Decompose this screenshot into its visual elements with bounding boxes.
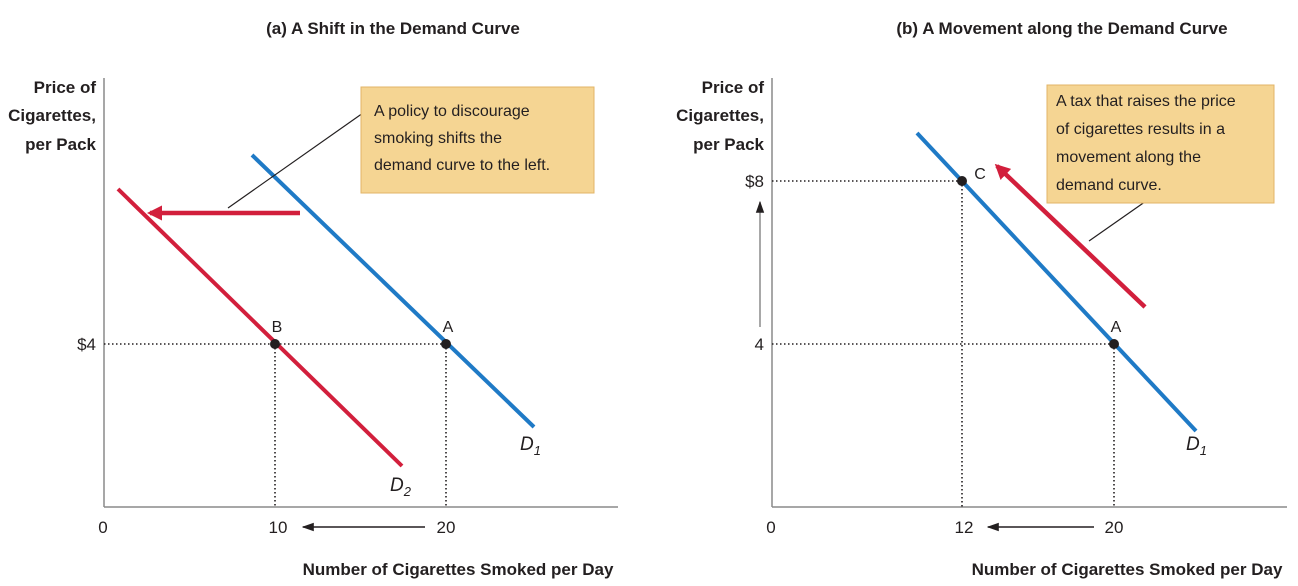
- panel-b-xtick-0: 0: [766, 518, 775, 537]
- panel-b-xtick-12: 12: [955, 518, 974, 537]
- panel-a-annotation-line1: A policy to discourage: [374, 103, 530, 120]
- panel-a-ylabel-line1: Price of: [34, 78, 97, 97]
- panel-b-annotation-box: [1046, 84, 1275, 204]
- panel-b-ylabel-line3: per Pack: [693, 135, 764, 154]
- panel-b: (b) A Movement along the Demand Curve Pr…: [676, 19, 1287, 579]
- panel-b-d1-label: D1: [1186, 434, 1207, 458]
- panel-a-curve-d2: [116, 187, 404, 468]
- panel-b-annotation-line2: of cigarettes results in a: [1056, 121, 1225, 138]
- panel-b-annotation-line1: A tax that raises the price: [1056, 93, 1236, 110]
- panel-a-d2-label: D2: [390, 475, 412, 499]
- panel-a-title: (a) A Shift in the Demand Curve: [266, 19, 520, 38]
- panel-b-ylabel-line2: Cigarettes,: [676, 106, 764, 125]
- panel-b-point-a: [1109, 339, 1119, 349]
- panel-b-point-a-label: A: [1111, 319, 1122, 336]
- panel-a-xtick-20: 20: [437, 518, 456, 537]
- panel-b-xlabel: Number of Cigarettes Smoked per Day: [972, 560, 1283, 579]
- panel-a-xtick-0: 0: [98, 518, 107, 537]
- panel-a-annotation-box: [360, 86, 595, 194]
- panel-a-xtick-10: 10: [269, 518, 288, 537]
- panel-a-d1-label-sub: 1: [534, 443, 541, 458]
- panel-a-guides: [104, 343, 447, 507]
- panel-b-ylabel-line1: Price of: [702, 78, 765, 97]
- panel-b-annotation-line4: demand curve.: [1056, 177, 1162, 194]
- panel-a-xlabel: Number of Cigarettes Smoked per Day: [303, 560, 614, 579]
- panel-b-guides: [772, 180, 1115, 507]
- panel-b-movement-arrow: [994, 163, 1147, 309]
- panel-a-point-b: [270, 339, 280, 349]
- panel-a-ylabel-line3: per Pack: [25, 135, 96, 154]
- panel-a-ylabel-line2: Cigarettes,: [8, 106, 96, 125]
- panel-a-annotation-line2: smoking shifts the: [374, 130, 502, 147]
- panel-a-point-b-label: B: [272, 319, 283, 336]
- panel-b-title: (b) A Movement along the Demand Curve: [896, 19, 1227, 38]
- panel-a-d2-label-d: D: [390, 475, 404, 496]
- panel-a: (a) A Shift in the Demand Curve Price of…: [8, 19, 618, 579]
- panel-b-xtick-20: 20: [1105, 518, 1124, 537]
- panel-b-annotation-pointer: [1088, 198, 1150, 242]
- panel-b-ytick-8: $8: [745, 172, 764, 191]
- panel-a-d1-label: D1: [520, 434, 541, 458]
- panel-b-ytick-4: 4: [755, 335, 764, 354]
- panel-a-annotation-line3: demand curve to the left.: [374, 157, 550, 174]
- panel-a-point-a-label: A: [443, 319, 454, 336]
- panel-a-annotation-pointer: [227, 112, 364, 209]
- panel-a-d2-label-sub: 2: [403, 484, 412, 499]
- panel-a-point-a: [441, 339, 451, 349]
- panel-b-point-c: [957, 176, 967, 186]
- panel-a-ytick-4: $4: [77, 335, 96, 354]
- panel-b-annotation-line3: movement along the: [1056, 149, 1201, 166]
- panel-a-d1-label-d: D: [520, 434, 534, 455]
- panel-a-curve-d1: [250, 153, 536, 429]
- panel-b-point-c-label: C: [974, 166, 986, 183]
- panel-b-d1-label-d: D: [1186, 434, 1200, 455]
- panel-b-d1-label-sub: 1: [1200, 443, 1207, 458]
